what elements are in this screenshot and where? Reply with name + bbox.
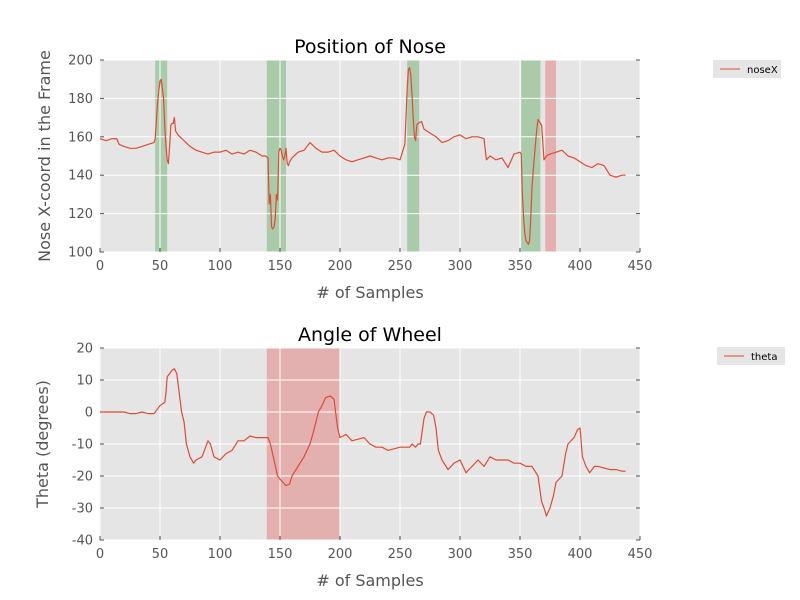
tick-label-x-nose-200: 200: [328, 259, 353, 274]
tick-label-x-nose-300: 300: [448, 259, 473, 274]
tick-label-x-theta-300: 300: [448, 547, 473, 562]
shaded-region-nose-0: [155, 60, 168, 252]
y-axis-label-nose: Nose X-coord in the Frame: [35, 50, 54, 262]
tick-label-x-nose-250: 250: [388, 259, 413, 274]
tick-label-x-theta-50: 50: [152, 547, 169, 562]
tick-label-x-theta-100: 100: [208, 547, 233, 562]
legend-box-nose: [713, 60, 781, 78]
tick-label-y-nose-160: 160: [68, 130, 93, 145]
tick-label-x-nose-100: 100: [208, 259, 233, 274]
series-line-theta: [100, 368, 626, 517]
tick-label-x-theta-200: 200: [328, 547, 353, 562]
x-axis-label-nose: # of Samples: [316, 283, 423, 302]
tick-label-y-nose-180: 180: [68, 92, 93, 107]
legend-theta: theta: [717, 347, 785, 365]
tick-label-y-theta--40: -40: [72, 534, 93, 549]
tick-label-x-nose-0: 0: [96, 259, 104, 274]
shaded-region-nose-2: [407, 60, 420, 252]
tick-label-x-theta-400: 400: [568, 547, 593, 562]
shaded-region-nose-4: [545, 60, 556, 252]
tick-label-y-theta--20: -20: [72, 470, 93, 485]
shaded-region-nose-1: [266, 60, 286, 252]
shaded-region-nose-3: [521, 60, 541, 252]
chart-title-theta: Angle of Wheel: [298, 324, 442, 346]
tick-label-x-theta-450: 450: [628, 547, 653, 562]
tick-label-y-nose-140: 140: [68, 169, 93, 184]
tick-label-y-nose-100: 100: [68, 246, 93, 261]
tick-label-y-theta-0: 0: [85, 406, 93, 421]
chart-title-nose: Position of Nose: [294, 36, 446, 58]
tick-label-x-nose-450: 450: [628, 259, 653, 274]
tick-label-y-nose-120: 120: [68, 207, 93, 222]
tick-label-x-theta-0: 0: [96, 547, 104, 562]
tick-label-x-nose-400: 400: [568, 259, 593, 274]
tick-label-x-theta-350: 350: [508, 547, 533, 562]
nose-position-chart: 0 50 100 150 200 250 300 350 400 450 100 120 140 160 1…: [35, 36, 781, 302]
legend-nose: noseX: [713, 60, 781, 78]
legend-label-theta: theta: [751, 352, 777, 363]
tick-label-y-theta-20: 20: [76, 342, 93, 357]
tick-label-y-theta-10: 10: [76, 374, 93, 389]
wheel-angle-chart: 0 50 100 150 200 250 300 350 400 450 -40 -30 -20 -10 0…: [33, 324, 785, 590]
tick-label-x-nose-150: 150: [268, 259, 293, 274]
legend-box-theta: [717, 347, 785, 365]
series-line-noseX: [99, 67, 626, 245]
x-axis-label-theta: # of Samples: [316, 571, 423, 590]
tick-label-x-theta-150: 150: [268, 547, 293, 562]
tick-label-y-theta--30: -30: [72, 502, 93, 517]
y-axis-label-theta: Theta (degrees): [33, 380, 52, 509]
tick-label-x-nose-350: 350: [508, 259, 533, 274]
tick-label-y-nose-200: 200: [68, 54, 93, 69]
tick-label-x-theta-250: 250: [388, 547, 413, 562]
legend-label-nosex: noseX: [747, 65, 778, 76]
tick-label-y-theta--10: -10: [72, 438, 93, 453]
tick-label-x-nose-50: 50: [152, 259, 169, 274]
